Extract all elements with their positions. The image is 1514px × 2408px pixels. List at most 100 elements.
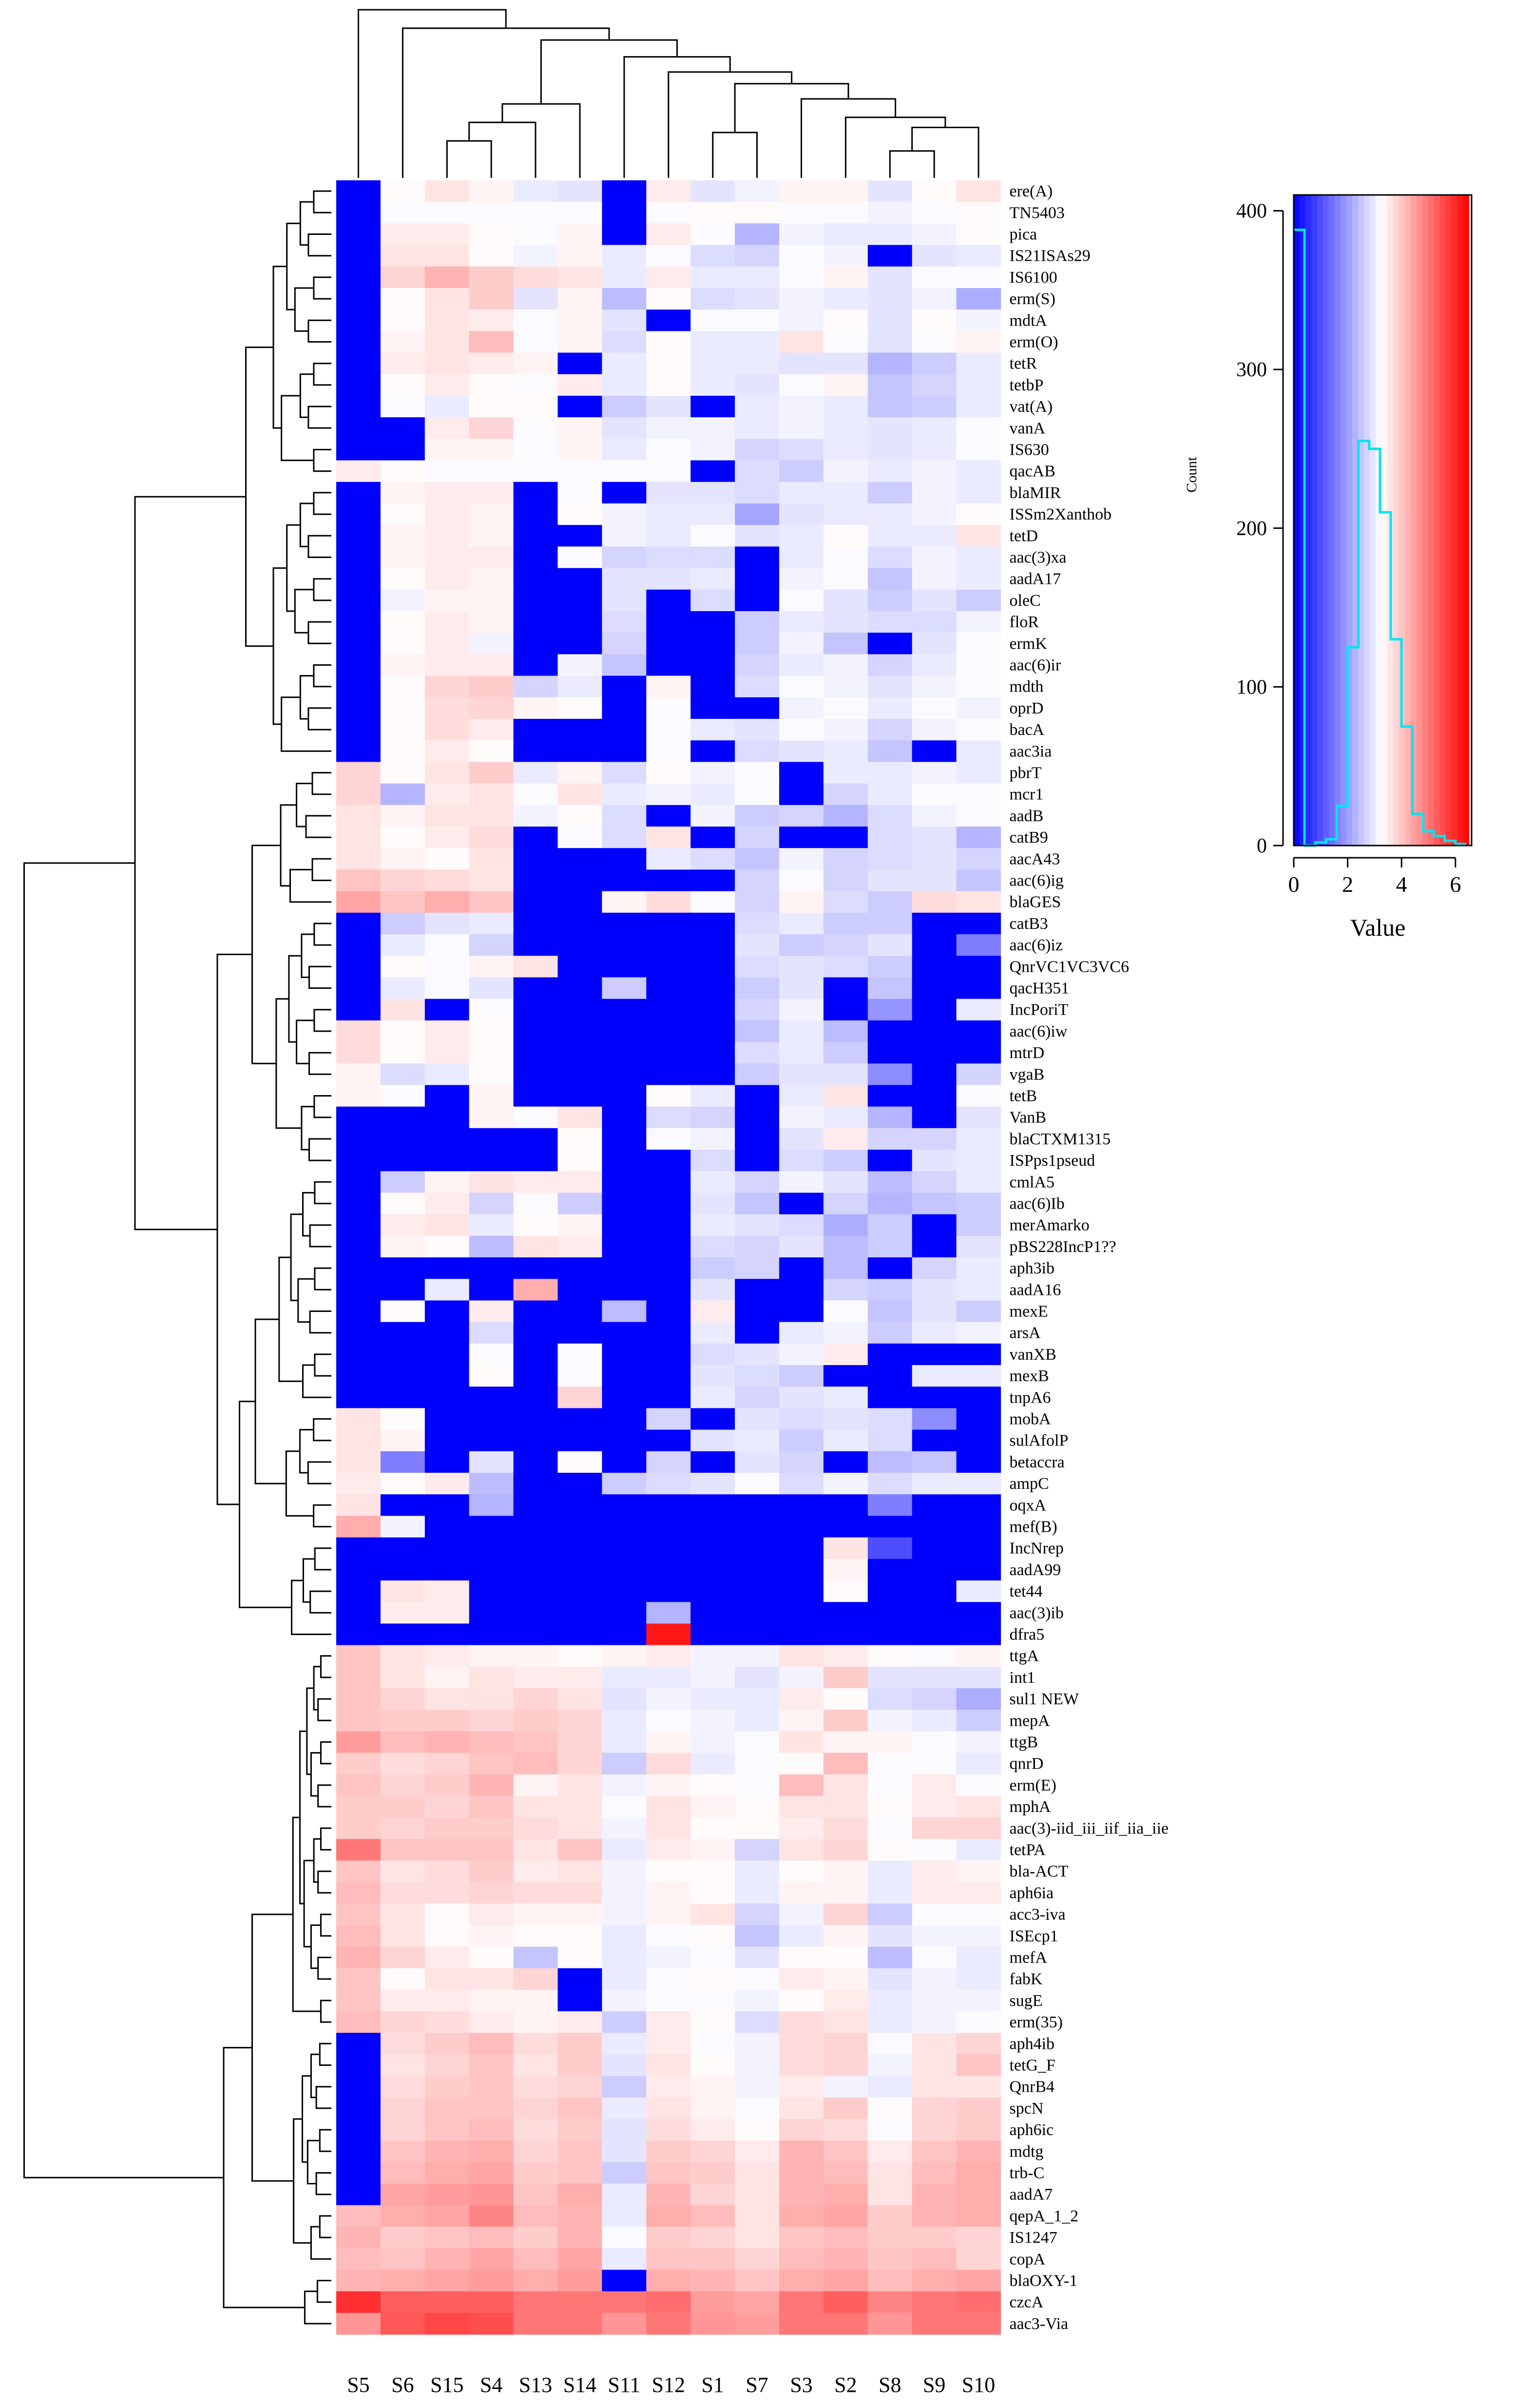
heatmap-cell <box>823 848 868 870</box>
heatmap-cell <box>779 1451 824 1473</box>
heatmap-cell <box>513 2312 558 2335</box>
heatmap-cell <box>867 309 913 331</box>
heatmap-cell <box>823 1753 868 1775</box>
heatmap-cell <box>380 762 425 784</box>
heatmap-cell <box>646 719 691 741</box>
heatmap-cell <box>513 654 558 676</box>
heatmap-cell <box>424 568 470 590</box>
heatmap-cell <box>646 1753 691 1775</box>
row-label: mexE <box>1010 1303 1048 1321</box>
heatmap-cell <box>956 331 1001 353</box>
heatmap-cell <box>690 589 735 612</box>
heatmap-cell <box>912 1408 957 1430</box>
heatmap-cell <box>690 2270 735 2292</box>
heatmap-cell <box>823 1106 868 1129</box>
heatmap-cell <box>469 288 514 310</box>
row-label: mdth <box>1010 678 1044 696</box>
heatmap-cell <box>956 2033 1001 2055</box>
heatmap-cell <box>956 1989 1001 2012</box>
heatmap-cell <box>735 288 780 310</box>
heatmap-cell <box>779 2119 824 2141</box>
heatmap-cell <box>602 869 647 892</box>
heatmap-cell <box>646 1946 691 1969</box>
row-label: VanB <box>1010 1109 1047 1127</box>
heatmap-cell <box>557 245 602 267</box>
row-label: acc3-iva <box>1010 1906 1066 1924</box>
heatmap-cell <box>602 331 647 353</box>
heatmap-cell <box>602 805 647 827</box>
heatmap-cell <box>380 245 425 267</box>
heatmap-cell <box>823 288 868 310</box>
heatmap-cell <box>513 2227 558 2249</box>
row-label: aac(6)iw <box>1010 1022 1068 1040</box>
heatmap-cell <box>513 1623 558 1646</box>
heatmap-cell <box>646 1602 691 1624</box>
row-dendrogram-branch <box>294 287 314 332</box>
heatmap-cell <box>513 245 558 267</box>
heatmap-cell <box>424 1279 470 1301</box>
heatmap-cell <box>823 654 868 676</box>
heatmap-cell <box>912 1473 957 1495</box>
heatmap-cell <box>912 934 957 956</box>
heatmap-cell <box>513 1214 558 1236</box>
heatmap-cell <box>867 783 913 806</box>
heatmap-cell <box>336 331 381 353</box>
color-key-histogram <box>1294 229 1466 847</box>
heatmap-cell <box>867 1516 913 1538</box>
heatmap-cell <box>823 999 868 1021</box>
heatmap-cell <box>336 1882 381 1904</box>
heatmap-cell <box>380 1666 425 1689</box>
heatmap-cell <box>513 740 558 762</box>
heatmap-cell <box>424 1494 470 1516</box>
heatmap-cell <box>469 1128 514 1150</box>
heatmap-cell <box>823 482 868 504</box>
heatmap-cell <box>823 1989 868 2012</box>
heatmap-cell <box>469 2248 514 2270</box>
heatmap-cell <box>956 827 1001 848</box>
heatmap-cell <box>602 1106 647 1129</box>
heatmap-cell <box>469 482 514 504</box>
heatmap-cell <box>779 654 824 676</box>
heatmap-cell <box>823 1839 868 1861</box>
heatmap-cell <box>735 1731 780 1753</box>
heatmap-cell <box>469 1817 514 1839</box>
heatmap-cell <box>823 2205 868 2227</box>
heatmap-cell <box>779 245 824 267</box>
heatmap-cell <box>823 266 868 289</box>
heatmap-cell <box>336 482 381 504</box>
heatmap-cell <box>867 546 913 569</box>
heatmap-cell <box>956 460 1001 482</box>
row-dendrogram-branch <box>297 1278 315 1323</box>
heatmap-cell <box>557 633 602 655</box>
heatmap-cell <box>513 891 558 913</box>
row-dendrogram-branch <box>310 1924 321 1969</box>
heatmap-cell <box>867 977 913 1000</box>
heatmap-cell <box>380 288 425 310</box>
heatmap-cell <box>867 2291 913 2313</box>
heatmap-cell <box>912 352 957 375</box>
heatmap-cell <box>735 1429 780 1452</box>
heatmap-cell <box>867 2183 913 2206</box>
heatmap-cell <box>336 1602 381 1624</box>
heatmap-cell <box>779 1171 824 1193</box>
heatmap-cell <box>602 1602 647 1624</box>
heatmap-cell <box>646 525 691 547</box>
heatmap-cell <box>690 956 735 978</box>
heatmap-cell <box>469 654 514 676</box>
heatmap-cell <box>557 546 602 569</box>
heatmap-cell <box>513 266 558 289</box>
heatmap-cell <box>602 1322 647 1344</box>
row-dendrogram-branch <box>291 1580 331 1635</box>
heatmap-cell <box>779 633 824 655</box>
row-label: int1 <box>1010 1669 1035 1687</box>
heatmap-cell <box>602 503 647 525</box>
heatmap-cell <box>912 2097 957 2119</box>
heatmap-cell <box>867 1989 913 2012</box>
heatmap-cell <box>469 934 514 956</box>
heatmap-cell <box>823 1904 868 1926</box>
row-dendrogram-branch <box>320 1913 331 1937</box>
heatmap-cell <box>336 1559 381 1581</box>
heatmap-cell <box>823 827 868 848</box>
heatmap-cell <box>469 223 514 246</box>
heatmap-cell <box>956 2076 1001 2098</box>
